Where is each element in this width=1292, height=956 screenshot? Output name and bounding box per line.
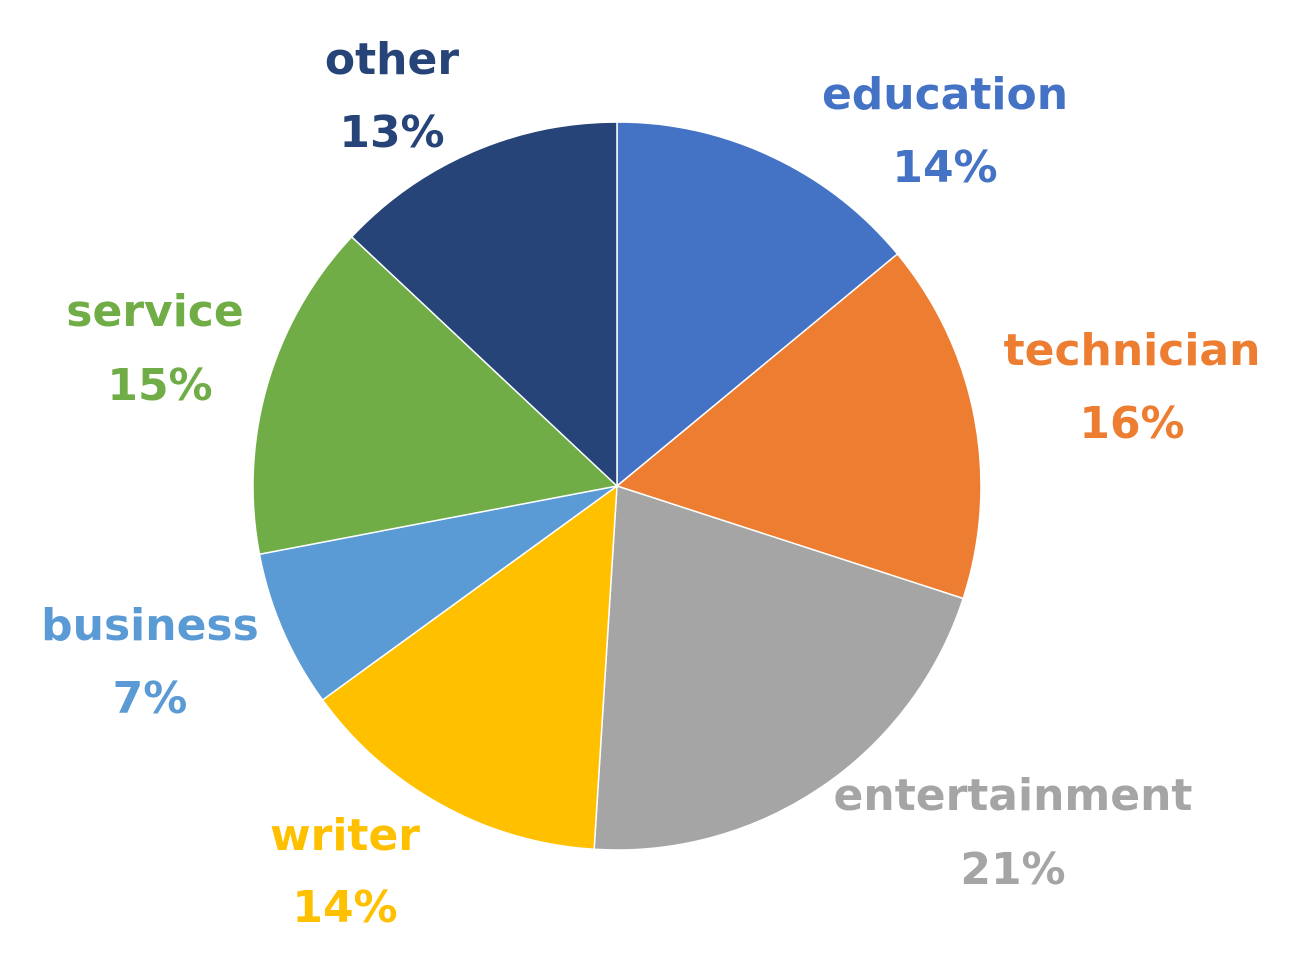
pie-slice (258, 485, 618, 702)
pie-slice (615, 252, 982, 600)
slice-label: technician (1004, 325, 1261, 376)
slice-label: writer (270, 810, 420, 861)
value-label: 14% (292, 882, 397, 933)
pie-slice (616, 121, 899, 488)
value-label: 14% (892, 142, 997, 193)
pie-slice (593, 484, 965, 851)
pie-slice (350, 121, 618, 488)
value-label: 21% (960, 844, 1065, 895)
pie-slice (252, 235, 619, 556)
value-label: 7% (113, 673, 188, 724)
value-label: 15% (107, 360, 212, 411)
slice-label: business (41, 600, 259, 651)
slice-label: other (325, 34, 459, 85)
slice-label: entertainment (834, 770, 1193, 821)
slice-label: education (822, 69, 1068, 120)
pie-slice (321, 484, 618, 851)
value-label: 13% (339, 107, 444, 158)
value-label: 16% (1079, 398, 1184, 449)
slice-label: service (66, 286, 243, 337)
